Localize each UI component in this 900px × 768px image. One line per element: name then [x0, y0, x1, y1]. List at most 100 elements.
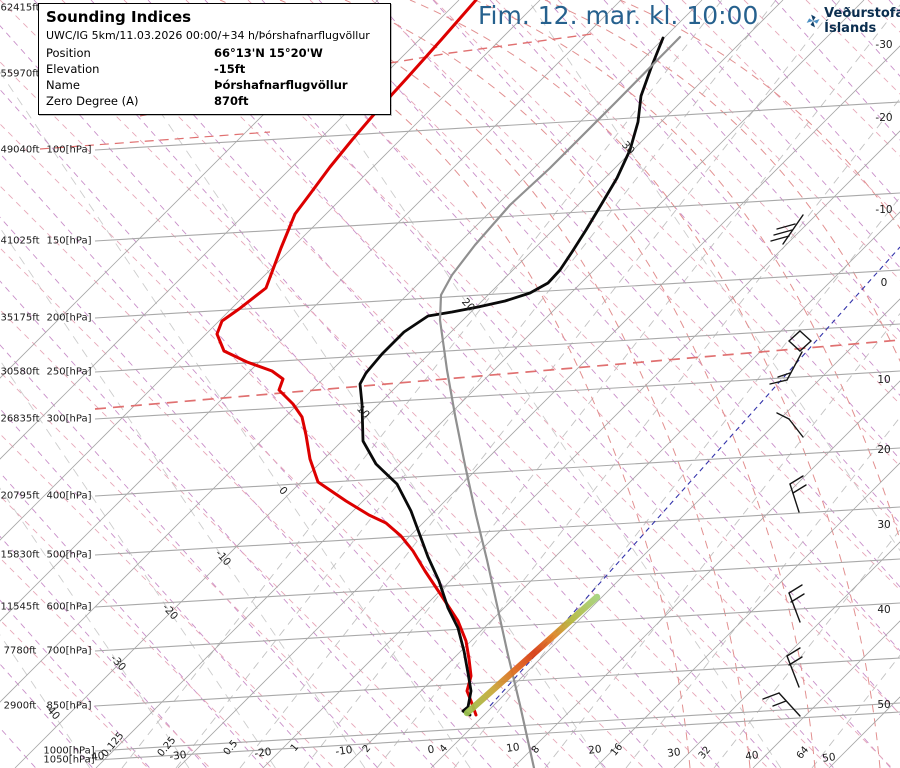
- right-isotherm-label: -20: [875, 112, 893, 124]
- wind-barb-icon: [788, 592, 801, 623]
- info-row-value: Þórshafnarflugvöllur: [214, 78, 348, 92]
- isobar-line: [94, 447, 900, 497]
- dry-adiabat-line-2: [247, 0, 900, 653]
- right-isotherm-label: -30: [875, 39, 893, 51]
- isotherm-line: [0, 0, 460, 460]
- right-isotherm-label: 40: [877, 604, 891, 616]
- pressure-hpa-label: 850[hPa]: [46, 700, 92, 712]
- vedurstofa-logo-icon: [806, 14, 820, 28]
- right-isotherm-label: -10: [875, 204, 893, 216]
- dry-adiabat-line-2: [0, 619, 149, 768]
- pressure-hpa-label: 300[hPa]: [46, 413, 92, 425]
- isotherm-line: [0, 0, 703, 703]
- mixing-ratio-line: [544, 312, 900, 768]
- dry-adiabat-line-2: [0, 247, 521, 768]
- wind-barb-icon: [770, 235, 790, 242]
- isotherm-line: [95, 0, 865, 768]
- isobar-line: [94, 323, 900, 373]
- isobar-line: [94, 506, 900, 556]
- dry-adiabat-line: [489, 0, 900, 460]
- right-isotherm-label: 30: [877, 519, 891, 531]
- info-row-label: Elevation: [46, 62, 100, 76]
- dry-adiabat-line: [0, 471, 265, 768]
- temperature-curve: [358, 36, 665, 717]
- dry-adiabat-line-2: [433, 0, 900, 467]
- bottom-temp-label: -10: [334, 743, 354, 759]
- wind-barb-icon: [776, 223, 796, 230]
- dry-adiabat-line-2: [0, 371, 397, 768]
- pressure-hpa-label: 1050[hPa]: [43, 754, 95, 766]
- wet-bulb-line: [527, 0, 900, 552]
- right-isotherm-label: 50: [877, 699, 891, 711]
- dry-adiabat-line-2: [185, 0, 900, 715]
- wind-barb-icon: [786, 655, 800, 688]
- sounding-indices-box: Sounding Indices UWC/IG 5km/11.03.2026 0…: [38, 3, 391, 115]
- dry-adiabat-line: [33, 0, 721, 768]
- altitude-ft-label: 35175ft: [0, 312, 40, 324]
- bottom-temp-label: -30: [168, 748, 188, 764]
- altitude-ft-label: 26835ft: [0, 413, 40, 425]
- bottom-temp-label: 30: [666, 746, 682, 760]
- dry-adiabat-line: [603, 0, 900, 333]
- isotherm-line: [512, 380, 900, 768]
- isotherm-line: [0, 0, 541, 541]
- isobar-line: [94, 269, 900, 319]
- right-isotherm-label: 10: [877, 374, 891, 386]
- altitude-ft-label: 11545ft: [0, 601, 40, 613]
- isobar-line: [94, 602, 900, 652]
- wind-barb-icon: [788, 584, 803, 594]
- mixing-ratio-line: [713, 529, 900, 768]
- info-row: Zero Degree (A) 870ft: [46, 93, 384, 109]
- wind-barb-icon: [786, 647, 801, 657]
- info-row: Elevation -15ft: [46, 61, 384, 77]
- info-row-label: Name: [46, 78, 80, 92]
- wind-barb-icon: [788, 656, 803, 666]
- wind-barb-icon: [788, 418, 804, 438]
- wind-barb-icon: [776, 412, 790, 420]
- info-box-title: Sounding Indices: [46, 8, 192, 26]
- brand: Veðurstofa Íslands: [806, 6, 900, 36]
- wet-bulb-line: [261, 0, 782, 768]
- moist-adiabat-curve: [344, 0, 816, 768]
- dry-adiabat-line-2: [0, 123, 645, 768]
- info-row-value: -15ft: [214, 62, 246, 76]
- mixing-ratio-line: [625, 416, 900, 768]
- wind-barb-icon: [786, 351, 803, 381]
- isotherm-line: [430, 298, 900, 768]
- dry-adiabat-line-2: [0, 61, 707, 768]
- dry-adiabat-line-2: [681, 0, 900, 219]
- right-isotherm-label: 0: [880, 277, 888, 289]
- model-run-line: UWC/IG 5km/11.03.2026 00:00/+34 h/Þórsha…: [46, 29, 370, 42]
- dry-adiabat-line-2: [123, 0, 893, 768]
- info-row: Name Þórshafnarflugvöllur: [46, 77, 384, 93]
- info-row: Position 66°13'N 15°20'W: [46, 45, 384, 61]
- dry-adiabat-line: [660, 0, 900, 269]
- isotherm-line: [0, 0, 622, 622]
- isotherm-line: [0, 0, 379, 379]
- isotherm-line: [177, 45, 900, 768]
- wind-barb-icon: [792, 484, 807, 494]
- wet-bulb-line: [84, 0, 604, 768]
- dry-adiabat-line-2: [0, 433, 335, 768]
- dewpoint-curve: [215, 0, 478, 717]
- isobar-line: [94, 370, 900, 420]
- pressure-hpa-label: 400[hPa]: [46, 490, 92, 502]
- moist-adiabat-curve: [409, 0, 881, 768]
- info-row-value: 66°13'N 15°20'W: [214, 46, 323, 60]
- isobar-line: [94, 192, 900, 242]
- info-row-label: Zero Degree (A): [46, 94, 139, 108]
- info-row-label: Position: [46, 46, 91, 60]
- isobar-line: [94, 702, 900, 752]
- wind-barb-icon: [772, 700, 787, 707]
- calm-diamond-icon: [787, 330, 813, 352]
- upper-red-dashed-line: [39, 131, 271, 150]
- isobar-line: [94, 711, 900, 761]
- parcel-curve: [438, 35, 682, 768]
- bottom-temp-label: 20: [587, 743, 603, 757]
- isotherm-line: [673, 541, 900, 768]
- moist-adiabat-curve: [279, 0, 751, 768]
- bottom-temp-label: 40: [744, 749, 760, 763]
- dry-adiabat-line-2: [0, 309, 459, 768]
- right-isotherm-label: 20: [877, 444, 891, 456]
